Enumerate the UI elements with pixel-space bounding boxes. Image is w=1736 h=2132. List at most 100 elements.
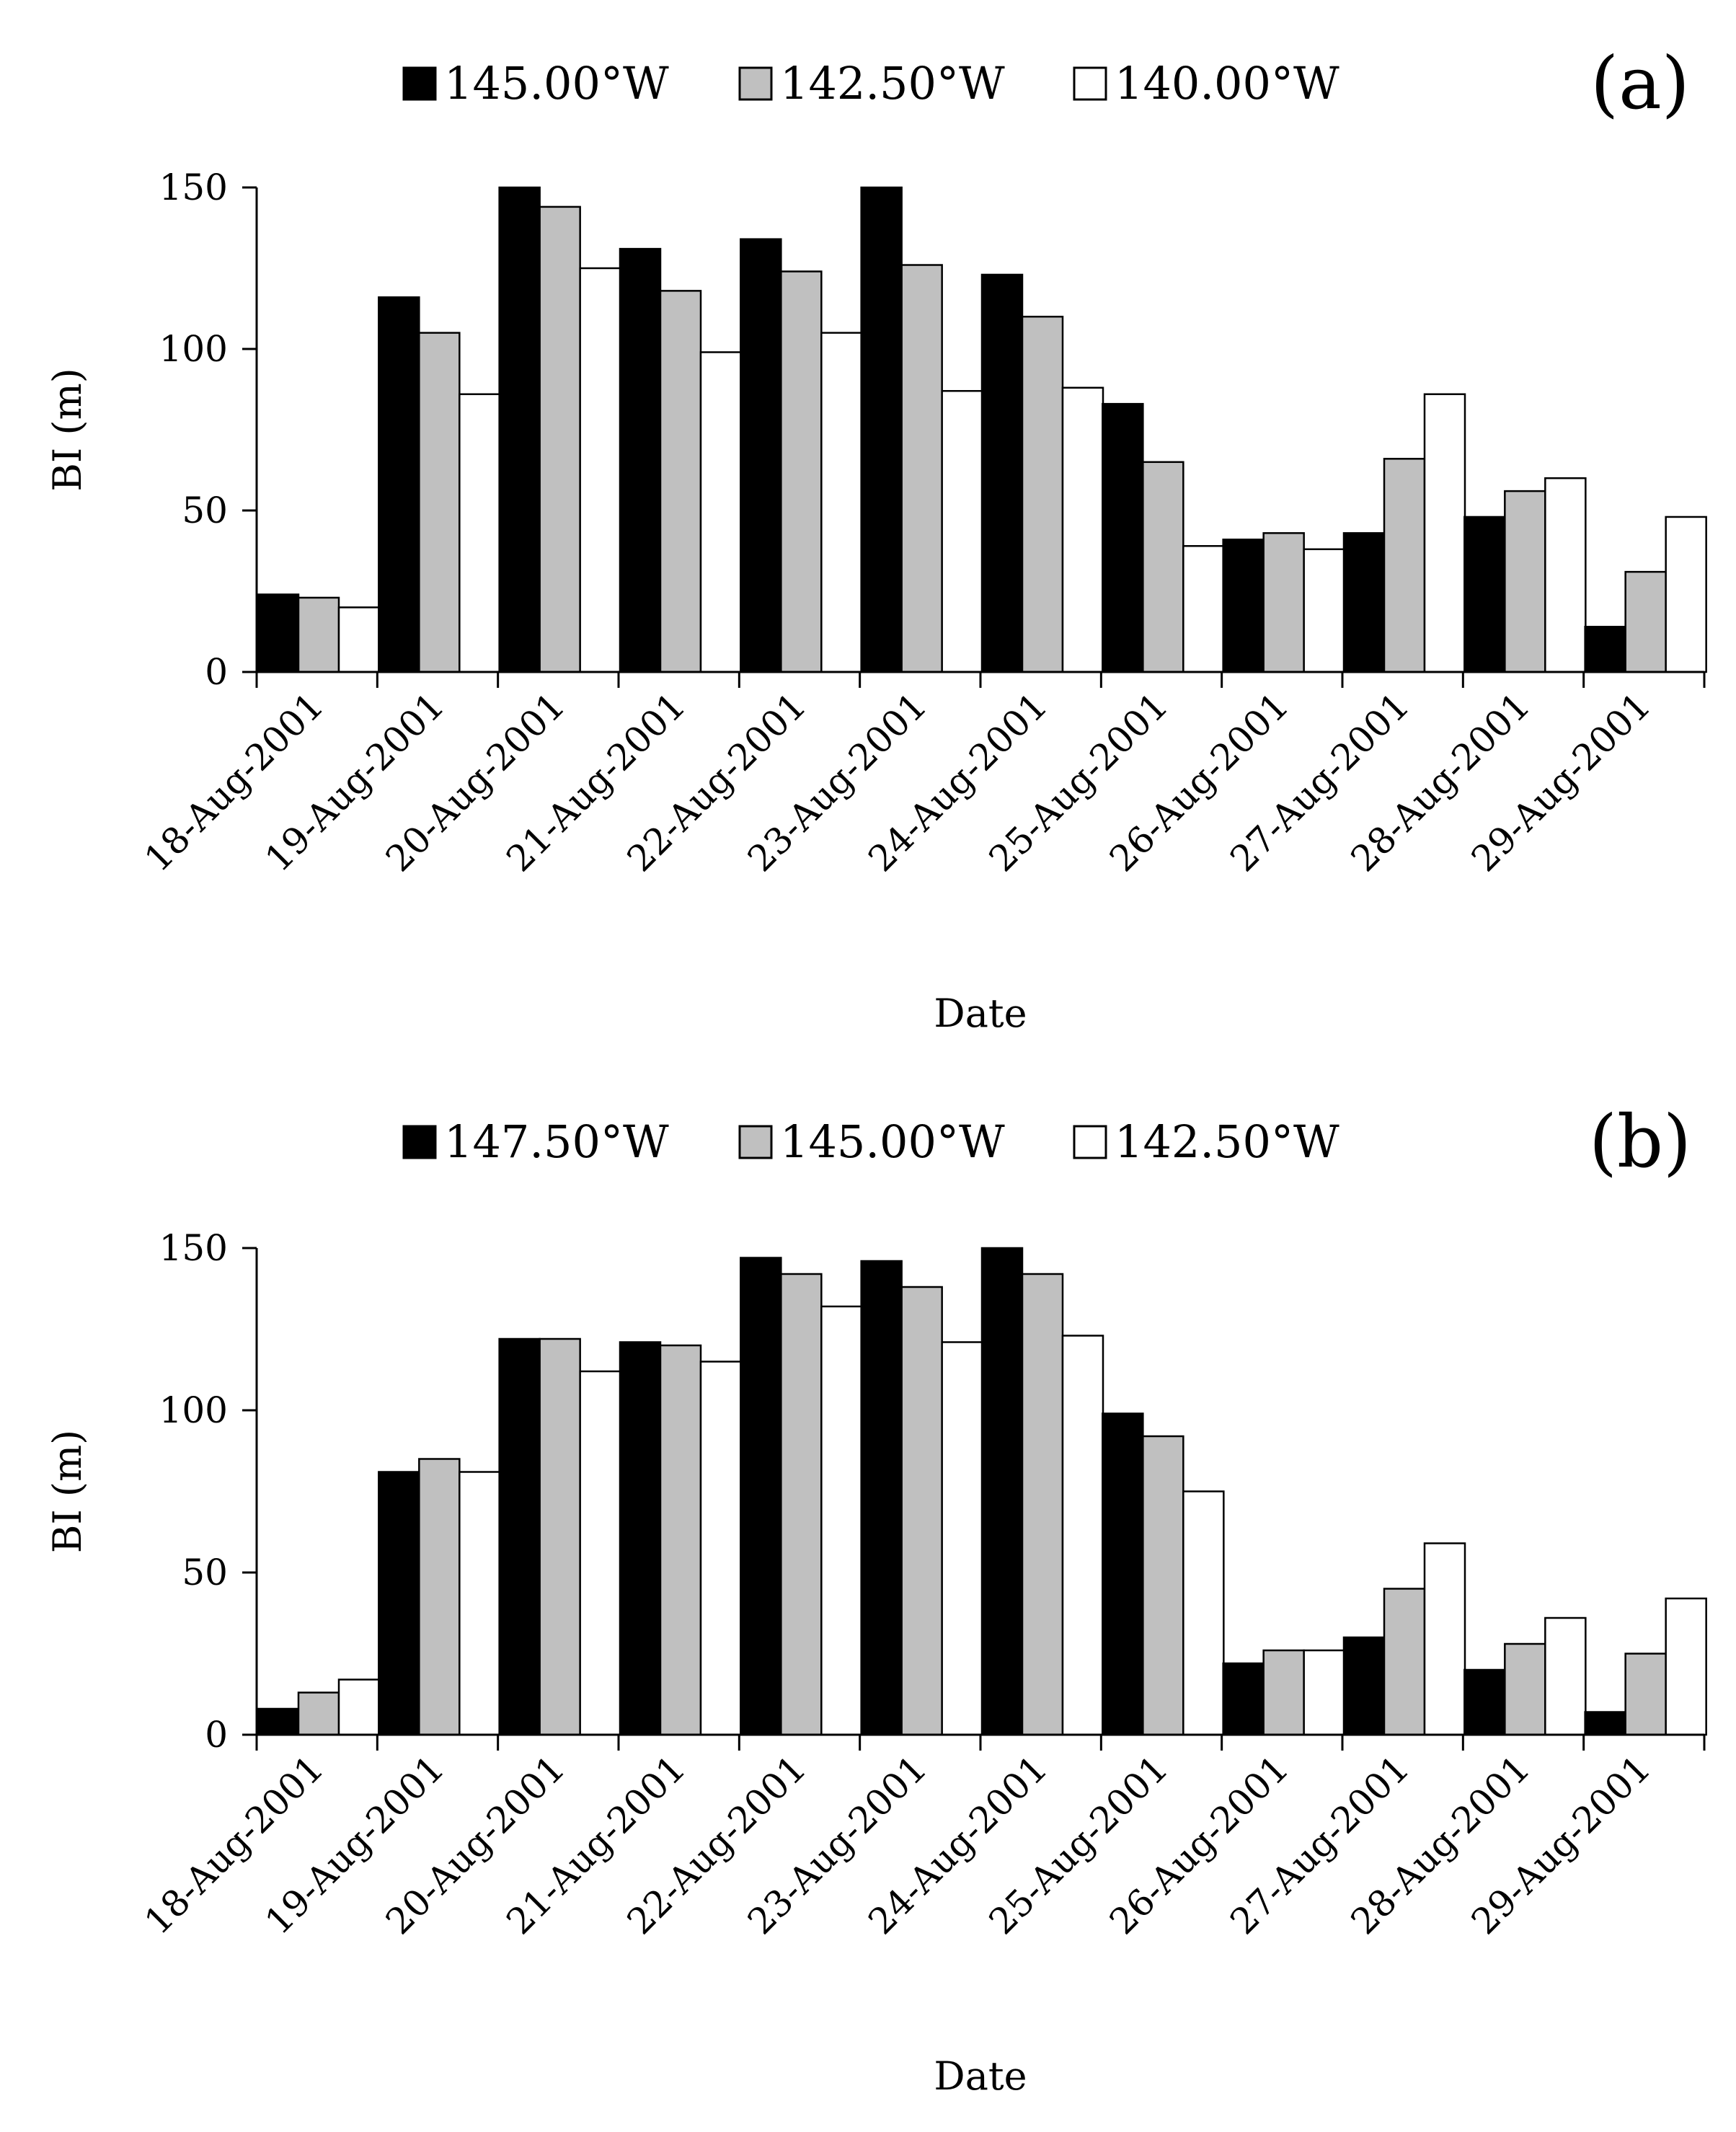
bar	[860, 186, 903, 673]
bar	[1021, 1273, 1064, 1736]
bar	[1383, 458, 1426, 673]
legend-swatch-3	[1073, 1125, 1107, 1159]
bar	[378, 1471, 420, 1736]
bar	[539, 1337, 581, 1736]
bar	[619, 247, 662, 673]
y-axis-title: BI (m)	[45, 368, 90, 492]
legend: 145.00°W 142.50°W 140.00°W	[402, 57, 1339, 110]
legend-label-3: 142.50°W	[1115, 1115, 1339, 1168]
bar	[539, 205, 581, 673]
legend-label-1: 147.50°W	[444, 1115, 669, 1168]
legend-swatch-2	[738, 1125, 773, 1159]
legend-label-1: 145.00°W	[444, 57, 669, 110]
bar	[1544, 477, 1587, 673]
bar	[1383, 1588, 1426, 1736]
bar	[1624, 1653, 1667, 1736]
bar	[780, 270, 823, 673]
panel-label: (a)	[1590, 41, 1690, 125]
y-axis-title: BI (m)	[45, 1430, 90, 1554]
bar	[1182, 545, 1225, 673]
y-tick-label: 100	[159, 1389, 228, 1431]
bar	[1061, 1335, 1104, 1736]
y-tick-label: 150	[159, 1227, 228, 1269]
bar	[1061, 386, 1104, 673]
bar	[659, 290, 702, 673]
y-tick-label: 100	[159, 328, 228, 370]
bar	[1303, 1649, 1345, 1736]
bar	[900, 264, 943, 673]
legend-swatch-2	[738, 66, 773, 101]
bar	[941, 1341, 983, 1736]
bar	[1102, 1412, 1144, 1736]
chart-panel-a: (a)145.00°W 142.50°W 140.00°W05010015018-A…	[45, 41, 1707, 1036]
bar	[1665, 1597, 1707, 1736]
bar	[1463, 516, 1506, 673]
bars	[257, 1247, 1707, 1736]
bar	[418, 332, 461, 673]
bar	[659, 1344, 702, 1736]
bars	[257, 186, 1707, 673]
bar	[780, 1273, 823, 1736]
bar	[297, 1691, 340, 1736]
bar	[459, 1471, 501, 1736]
bar	[1303, 548, 1345, 673]
bar	[1142, 461, 1184, 673]
bar	[1544, 1616, 1587, 1736]
bar	[1102, 402, 1144, 673]
bar	[699, 1361, 743, 1736]
y-tick-label: 50	[182, 1552, 228, 1593]
bar	[820, 332, 863, 673]
bar	[459, 393, 501, 673]
bar	[1222, 1662, 1265, 1736]
bar	[418, 1458, 461, 1736]
bar	[1504, 490, 1546, 673]
bar	[740, 1257, 782, 1736]
bar	[579, 1370, 621, 1736]
legend-label-2: 145.00°W	[780, 1115, 1005, 1168]
bar	[1504, 1642, 1546, 1736]
bar	[900, 1286, 943, 1736]
bar	[699, 351, 743, 673]
bar	[498, 1337, 541, 1736]
bar	[820, 1305, 863, 1736]
bar	[740, 238, 782, 673]
bar	[579, 267, 621, 673]
y-tick-label: 50	[182, 490, 228, 531]
bar	[1423, 1542, 1466, 1736]
bar	[378, 296, 420, 673]
bar	[1262, 1649, 1305, 1736]
y-tick-label: 0	[205, 1714, 228, 1756]
bar	[257, 593, 300, 673]
bar	[1423, 393, 1466, 673]
bar	[1463, 1668, 1506, 1736]
bar	[297, 596, 340, 673]
legend-label-2: 142.50°W	[780, 57, 1005, 110]
bar	[980, 273, 1024, 673]
bar	[619, 1341, 662, 1736]
bar	[1222, 539, 1265, 673]
bar	[1342, 532, 1386, 673]
bar	[1342, 1636, 1386, 1736]
bar	[257, 1707, 300, 1736]
y-tick-label: 150	[159, 167, 228, 208]
bar	[337, 606, 381, 673]
bar	[1584, 626, 1626, 673]
bar	[941, 389, 983, 673]
x-axis-title: Date	[934, 2053, 1027, 2099]
x-axis-title: Date	[934, 991, 1027, 1036]
bar	[980, 1247, 1024, 1736]
chart-panel-b: (b)147.50°W 145.00°W 142.50°W05010015018-A…	[45, 1100, 1707, 2099]
bar	[1262, 532, 1305, 673]
bar	[1665, 516, 1707, 673]
bar	[1624, 570, 1667, 673]
bar	[1584, 1711, 1626, 1736]
legend-label-3: 140.00°W	[1115, 57, 1339, 110]
legend-swatch-1	[402, 1125, 437, 1159]
bar	[337, 1678, 381, 1736]
legend-swatch-1	[402, 66, 437, 101]
bar	[498, 186, 541, 673]
bar	[1182, 1490, 1225, 1736]
legend-swatch-3	[1073, 66, 1107, 101]
panel-label: (b)	[1589, 1100, 1691, 1184]
